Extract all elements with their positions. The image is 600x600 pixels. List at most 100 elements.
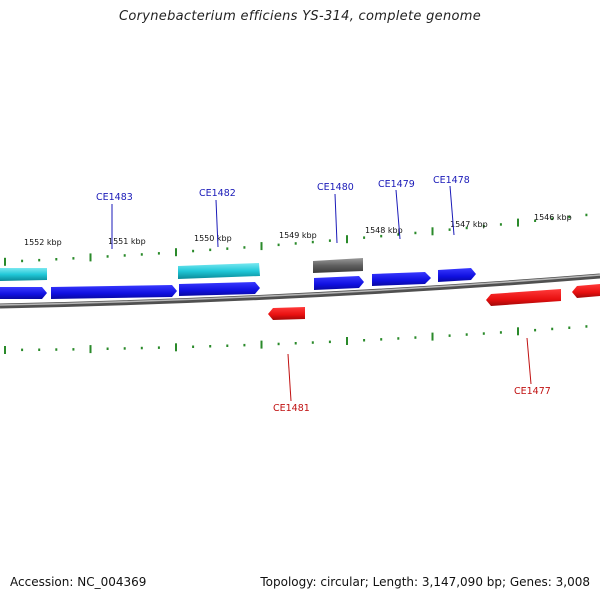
lower-tick — [397, 337, 400, 340]
upper-tick — [243, 246, 246, 249]
lower-tick — [465, 333, 468, 336]
upper-tick — [72, 257, 75, 260]
kbp-label-1551: 1551 kbp — [108, 237, 146, 246]
ce1480-leader — [334, 193, 338, 244]
map-title: Corynebacterium efficiens YS-314, comple… — [118, 9, 482, 24]
upper-tick — [568, 215, 571, 219]
gene-label-ce1479[interactable]: CE1479 — [378, 179, 415, 190]
upper-tick — [414, 231, 417, 235]
upper-tick — [311, 240, 314, 244]
kbp-label-1547: 1547 kbp — [450, 220, 488, 229]
lower-tick — [380, 338, 383, 341]
gene-label-ce1482[interactable]: CE1482 — [199, 188, 236, 199]
lower-tick — [209, 345, 212, 348]
gene-reverse-right[interactable] — [572, 284, 600, 298]
lower-tick — [448, 334, 451, 337]
lower-tick — [499, 331, 502, 334]
upper-tick — [482, 224, 485, 228]
gene-ce1481-reverse[interactable] — [268, 307, 305, 320]
upper-tick — [106, 255, 109, 258]
upper-tick — [465, 226, 468, 230]
gene-ce1482-block[interactable] — [178, 263, 260, 279]
ce1482-leader — [215, 199, 219, 248]
ce1478-leader — [449, 185, 455, 236]
gene-ce1480-forward[interactable] — [314, 276, 364, 290]
upper-tick — [294, 242, 297, 245]
lower-tick — [157, 346, 160, 349]
upper-tick — [499, 223, 502, 226]
upper-tick — [260, 242, 263, 251]
ce1481-leader — [287, 353, 292, 402]
upper-tick — [123, 254, 126, 257]
lower-tick — [123, 347, 126, 350]
lower-tick — [277, 342, 280, 346]
genome-summary-text: Topology: circular; Length: 3,147,090 bp… — [260, 575, 590, 589]
gene-label-ce1480[interactable]: CE1480 — [317, 182, 354, 193]
lower-tick — [226, 344, 229, 347]
gene-forward-left[interactable] — [0, 287, 47, 299]
kbp-label-1546: 1546 kbp — [534, 213, 572, 222]
upper-tick — [175, 248, 177, 257]
lower-tick — [346, 337, 348, 345]
accession-text: Accession: NC_004369 — [10, 575, 147, 589]
gene-ce1479-forward[interactable] — [372, 272, 431, 286]
upper-tick — [192, 249, 195, 253]
lower-tick — [328, 340, 331, 344]
upper-tick — [363, 236, 366, 239]
upper-tick — [277, 243, 280, 247]
lower-tick — [414, 336, 417, 339]
lower-tick — [21, 348, 24, 352]
lower-tick — [568, 326, 571, 329]
upper-tick — [226, 247, 229, 250]
gene-cyan-left[interactable] — [0, 268, 47, 281]
upper-tick — [328, 239, 331, 242]
lower-tick — [38, 348, 41, 351]
lower-tick — [140, 346, 143, 350]
lower-tick — [72, 348, 75, 351]
kbp-label-1550: 1550 kbp — [194, 234, 232, 243]
gene-ce1478-forward[interactable] — [438, 268, 476, 282]
lower-tick — [585, 325, 588, 328]
lower-tick — [260, 340, 263, 349]
upper-tick — [448, 228, 451, 231]
upper-tick — [346, 235, 348, 244]
upper-tick — [397, 233, 400, 236]
lower-tick — [363, 339, 366, 342]
gene-ce1482-forward[interactable] — [179, 282, 260, 296]
lower-tick — [294, 342, 297, 345]
upper-tick — [55, 258, 58, 261]
upper-tick — [38, 258, 41, 262]
lower-tick — [192, 345, 195, 348]
upper-tick — [431, 227, 434, 236]
lower-tick — [431, 332, 434, 341]
gene-ce1483-forward[interactable] — [51, 285, 177, 299]
ce1477-leader — [526, 337, 532, 385]
upper-tick — [585, 213, 588, 217]
lower-tick — [55, 348, 58, 351]
lower-tick — [482, 332, 485, 335]
kbp-label-1549: 1549 kbp — [279, 231, 317, 240]
upper-tick — [551, 217, 554, 221]
lower-tick-track — [4, 325, 588, 354]
gene-label-ce1483[interactable]: CE1483 — [96, 192, 133, 203]
lower-tick — [175, 343, 177, 352]
lower-tick — [89, 345, 92, 354]
lower-tick — [534, 328, 537, 332]
gene-ce1480-block[interactable] — [313, 258, 363, 273]
ce1479-leader — [395, 189, 401, 240]
kbp-label-1548: 1548 kbp — [365, 226, 403, 235]
gene-label-ce1481[interactable]: CE1481 — [273, 403, 310, 414]
upper-tick-track — [4, 213, 588, 266]
gene-label-ce1477[interactable]: CE1477 — [514, 386, 551, 397]
genome-backbone — [0, 273, 600, 309]
upper-tick — [157, 252, 160, 255]
upper-tick — [89, 253, 92, 262]
gene-label-ce1478[interactable]: CE1478 — [433, 175, 470, 186]
upper-tick — [517, 218, 519, 227]
upper-tick — [4, 257, 6, 266]
lower-tick — [4, 346, 6, 354]
lower-tick — [243, 343, 246, 347]
gene-ce1477-reverse[interactable] — [486, 289, 561, 306]
upper-tick — [21, 259, 24, 263]
